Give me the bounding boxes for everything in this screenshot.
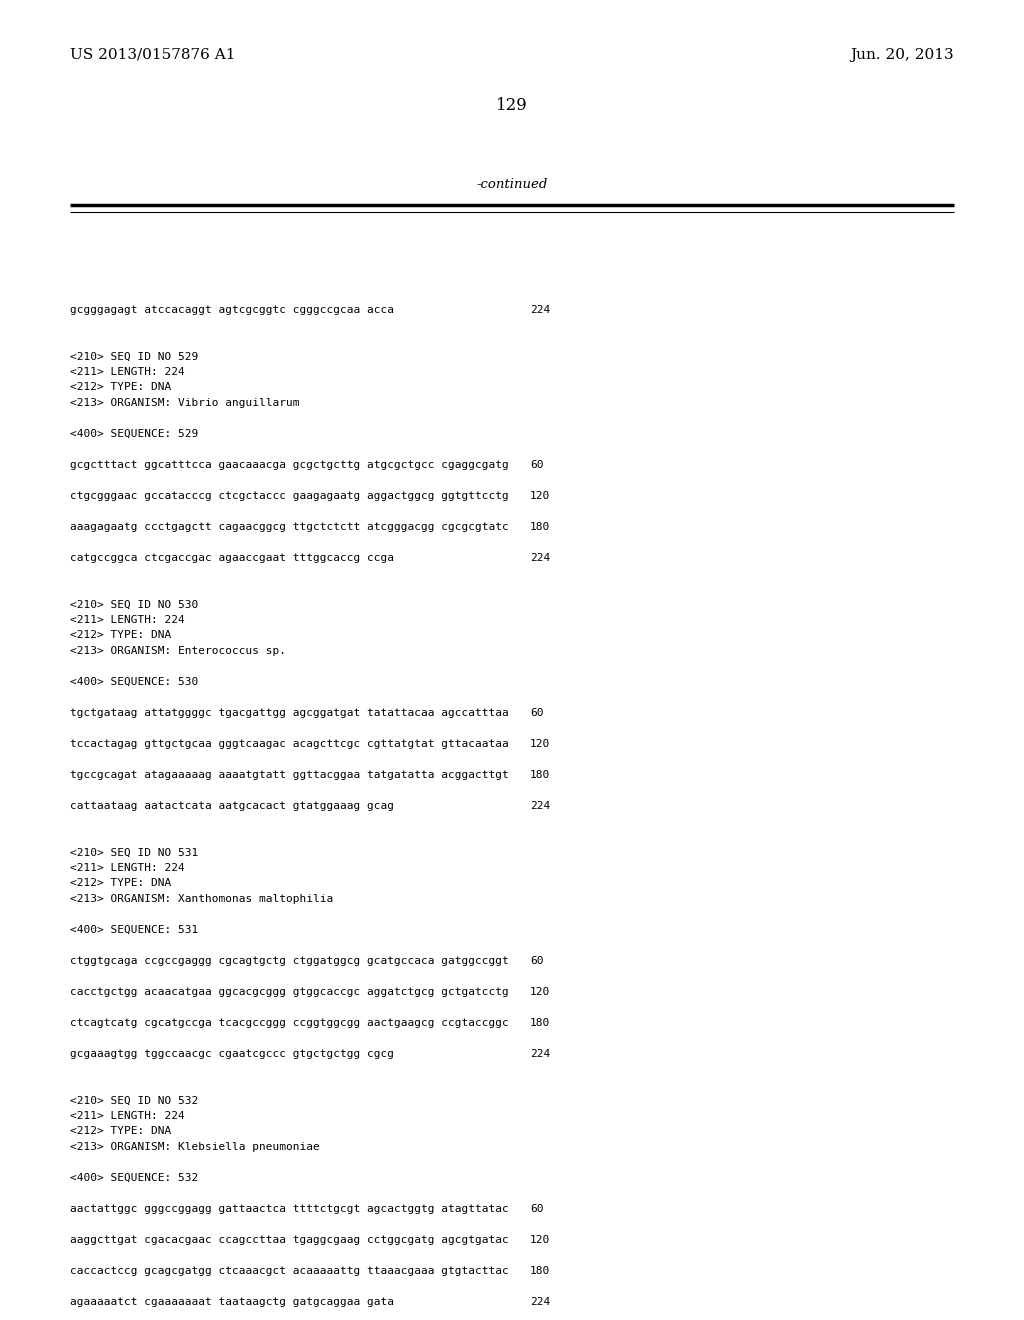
Text: 180: 180 bbox=[530, 1018, 550, 1028]
Text: 224: 224 bbox=[530, 801, 550, 810]
Text: <400> SEQUENCE: 530: <400> SEQUENCE: 530 bbox=[70, 677, 199, 686]
Text: gcgggagagt atccacaggt agtcgcggtc cgggccgcaa acca: gcgggagagt atccacaggt agtcgcggtc cgggccg… bbox=[70, 305, 394, 315]
Text: 60: 60 bbox=[530, 1204, 544, 1214]
Text: <211> LENGTH: 224: <211> LENGTH: 224 bbox=[70, 863, 184, 873]
Text: 224: 224 bbox=[530, 553, 550, 564]
Text: tgccgcagat atagaaaaag aaaatgtatt ggttacggaa tatgatatta acggacttgt: tgccgcagat atagaaaaag aaaatgtatt ggttacg… bbox=[70, 770, 509, 780]
Text: ctgcgggaac gccatacccg ctcgctaccc gaagagaatg aggactggcg ggtgttcctg: ctgcgggaac gccatacccg ctcgctaccc gaagaga… bbox=[70, 491, 509, 502]
Text: 60: 60 bbox=[530, 708, 544, 718]
Text: <211> LENGTH: 224: <211> LENGTH: 224 bbox=[70, 367, 184, 378]
Text: 224: 224 bbox=[530, 305, 550, 315]
Text: <210> SEQ ID NO 529: <210> SEQ ID NO 529 bbox=[70, 351, 199, 362]
Text: catgccggca ctcgaccgac agaaccgaat tttggcaccg ccga: catgccggca ctcgaccgac agaaccgaat tttggca… bbox=[70, 553, 394, 564]
Text: 180: 180 bbox=[530, 1266, 550, 1276]
Text: aaggcttgat cgacacgaac ccagccttaa tgaggcgaag cctggcgatg agcgtgatac: aaggcttgat cgacacgaac ccagccttaa tgaggcg… bbox=[70, 1236, 509, 1245]
Text: 224: 224 bbox=[530, 1049, 550, 1059]
Text: <400> SEQUENCE: 531: <400> SEQUENCE: 531 bbox=[70, 925, 199, 935]
Text: aactattggc gggccggagg gattaactca ttttctgcgt agcactggtg atagttatac: aactattggc gggccggagg gattaactca ttttctg… bbox=[70, 1204, 509, 1214]
Text: <211> LENGTH: 224: <211> LENGTH: 224 bbox=[70, 615, 184, 624]
Text: 120: 120 bbox=[530, 987, 550, 997]
Text: 180: 180 bbox=[530, 770, 550, 780]
Text: -continued: -continued bbox=[476, 178, 548, 191]
Text: <213> ORGANISM: Enterococcus sp.: <213> ORGANISM: Enterococcus sp. bbox=[70, 645, 286, 656]
Text: <210> SEQ ID NO 530: <210> SEQ ID NO 530 bbox=[70, 599, 199, 610]
Text: 129: 129 bbox=[496, 96, 528, 114]
Text: <213> ORGANISM: Vibrio anguillarum: <213> ORGANISM: Vibrio anguillarum bbox=[70, 399, 299, 408]
Text: gcgaaagtgg tggccaacgc cgaatcgccc gtgctgctgg cgcg: gcgaaagtgg tggccaacgc cgaatcgccc gtgctgc… bbox=[70, 1049, 394, 1059]
Text: caccactccg gcagcgatgg ctcaaacgct acaaaaattg ttaaacgaaa gtgtacttac: caccactccg gcagcgatgg ctcaaacgct acaaaaa… bbox=[70, 1266, 509, 1276]
Text: agaaaaatct cgaaaaaaat taataagctg gatgcaggaa gata: agaaaaatct cgaaaaaaat taataagctg gatgcag… bbox=[70, 1298, 394, 1307]
Text: <211> LENGTH: 224: <211> LENGTH: 224 bbox=[70, 1111, 184, 1121]
Text: cattaataag aatactcata aatgcacact gtatggaaag gcag: cattaataag aatactcata aatgcacact gtatgga… bbox=[70, 801, 394, 810]
Text: 120: 120 bbox=[530, 739, 550, 748]
Text: <212> TYPE: DNA: <212> TYPE: DNA bbox=[70, 383, 171, 392]
Text: Jun. 20, 2013: Jun. 20, 2013 bbox=[850, 48, 954, 62]
Text: <210> SEQ ID NO 531: <210> SEQ ID NO 531 bbox=[70, 847, 199, 858]
Text: ctggtgcaga ccgccgaggg cgcagtgctg ctggatggcg gcatgccaca gatggccggt: ctggtgcaga ccgccgaggg cgcagtgctg ctggatg… bbox=[70, 956, 509, 966]
Text: <213> ORGANISM: Xanthomonas maltophilia: <213> ORGANISM: Xanthomonas maltophilia bbox=[70, 894, 333, 904]
Text: 120: 120 bbox=[530, 491, 550, 502]
Text: gcgctttact ggcatttcca gaacaaacga gcgctgcttg atgcgctgcc cgaggcgatg: gcgctttact ggcatttcca gaacaaacga gcgctgc… bbox=[70, 459, 509, 470]
Text: tccactagag gttgctgcaa gggtcaagac acagcttcgc cgttatgtat gttacaataa: tccactagag gttgctgcaa gggtcaagac acagctt… bbox=[70, 739, 509, 748]
Text: <210> SEQ ID NO 532: <210> SEQ ID NO 532 bbox=[70, 1096, 199, 1106]
Text: <212> TYPE: DNA: <212> TYPE: DNA bbox=[70, 1126, 171, 1137]
Text: ctcagtcatg cgcatgccga tcacgccggg ccggtggcgg aactgaagcg ccgtaccggc: ctcagtcatg cgcatgccga tcacgccggg ccggtgg… bbox=[70, 1018, 509, 1028]
Text: cacctgctgg acaacatgaa ggcacgcggg gtggcaccgc aggatctgcg gctgatcctg: cacctgctgg acaacatgaa ggcacgcggg gtggcac… bbox=[70, 987, 509, 997]
Text: aaagagaatg ccctgagctt cagaacggcg ttgctctctt atcgggacgg cgcgcgtatc: aaagagaatg ccctgagctt cagaacggcg ttgctct… bbox=[70, 521, 509, 532]
Text: 60: 60 bbox=[530, 956, 544, 966]
Text: 180: 180 bbox=[530, 521, 550, 532]
Text: <212> TYPE: DNA: <212> TYPE: DNA bbox=[70, 631, 171, 640]
Text: <400> SEQUENCE: 529: <400> SEQUENCE: 529 bbox=[70, 429, 199, 440]
Text: <400> SEQUENCE: 532: <400> SEQUENCE: 532 bbox=[70, 1173, 199, 1183]
Text: 224: 224 bbox=[530, 1298, 550, 1307]
Text: US 2013/0157876 A1: US 2013/0157876 A1 bbox=[70, 48, 236, 62]
Text: <212> TYPE: DNA: <212> TYPE: DNA bbox=[70, 879, 171, 888]
Text: 60: 60 bbox=[530, 459, 544, 470]
Text: <213> ORGANISM: Klebsiella pneumoniae: <213> ORGANISM: Klebsiella pneumoniae bbox=[70, 1142, 319, 1152]
Text: tgctgataag attatggggc tgacgattgg agcggatgat tatattacaa agccatttaa: tgctgataag attatggggc tgacgattgg agcggat… bbox=[70, 708, 509, 718]
Text: 120: 120 bbox=[530, 1236, 550, 1245]
